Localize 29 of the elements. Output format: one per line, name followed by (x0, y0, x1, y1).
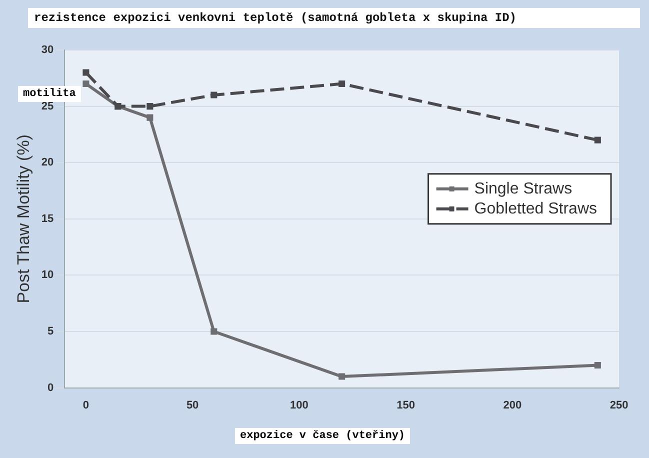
y-tick-label: 25 (41, 100, 54, 112)
x-tick-label: 250 (610, 399, 628, 412)
point (146, 103, 154, 110)
legend-label: Single Straws (474, 180, 572, 198)
point (338, 80, 346, 88)
point (594, 136, 601, 144)
point (594, 362, 601, 369)
x-tick-label: 150 (396, 399, 415, 412)
x-tick-label: 50 (186, 399, 199, 412)
y-tick-label: 20 (41, 156, 54, 169)
chart-title: rezistence expozici venkovni teplotě (samotná gobleta x skupina ID) (28, 8, 640, 28)
point (82, 80, 90, 88)
x-tick-label: 200 (503, 399, 522, 412)
y-tick-label: 15 (41, 212, 54, 225)
point (210, 92, 218, 98)
y-tick-label: 5 (48, 326, 54, 338)
x-tick-label: 0 (82, 399, 90, 412)
y-tick-label: 10 (41, 269, 54, 282)
annotation: motilita (18, 86, 81, 102)
point (210, 328, 218, 335)
y-axis-title: Post Thaw Motility (%) (14, 134, 33, 304)
point (338, 373, 346, 380)
x-axis-title: expozice v čase (vteřiny) (235, 428, 410, 444)
legend-label: Gobletted Straws (474, 200, 598, 218)
y-tick-label: 0 (48, 382, 54, 394)
y-tick-label: 30 (41, 44, 54, 56)
point (146, 114, 154, 121)
x-tick-label: 100 (290, 399, 308, 412)
point (82, 69, 90, 76)
